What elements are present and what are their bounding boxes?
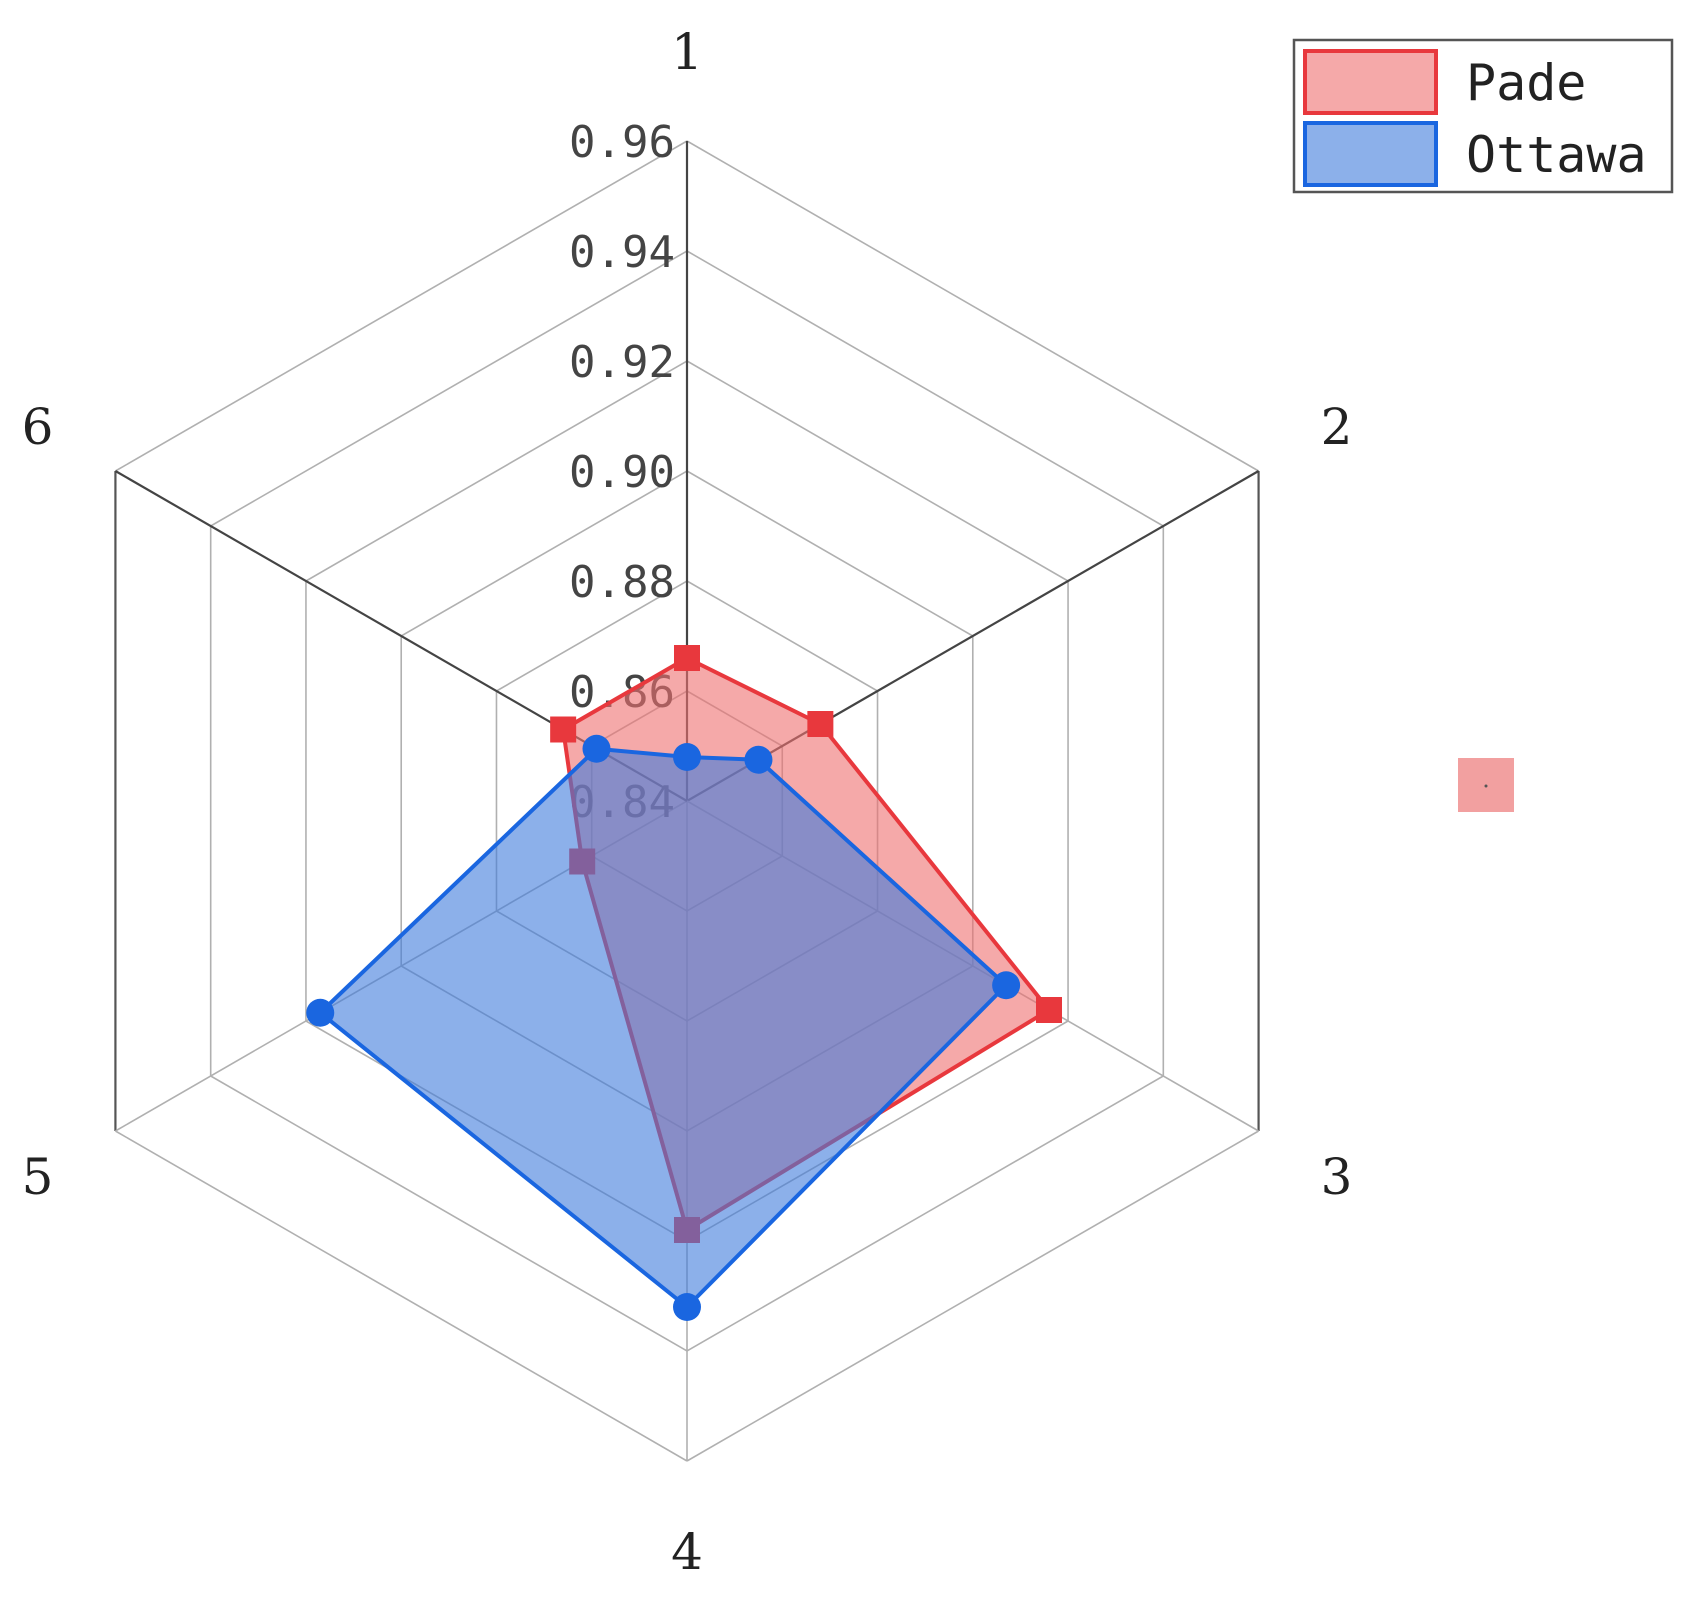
axis-labels: 1 2 3 4 5 6 [22,23,1353,1581]
axis-label: 1 [671,23,703,81]
legend-label-ottawa: Ottawa [1466,126,1647,184]
data-point-pade [674,645,700,671]
tick-label: 0.88 [569,557,675,608]
data-point-pade [1035,997,1062,1023]
data-point-ottawa [992,971,1021,1000]
data-point-ottawa [306,998,335,1027]
data-point-ottawa [673,743,701,771]
tick-label: 0.94 [569,227,675,278]
grid-outer-edge [115,1130,688,1462]
legend-label-pade: Pade [1466,54,1586,112]
legend-swatch-pade [1303,49,1438,115]
grid-outer-edge [686,1130,1259,1462]
grid-outer-edge [686,140,1259,472]
tick-label: 0.90 [569,447,675,498]
data-point-pade [550,716,577,743]
axis-label: 4 [671,1523,703,1581]
axis-label: 3 [1321,1148,1353,1206]
tick-label: 0.92 [569,337,675,388]
axis-label: 6 [22,398,54,456]
legend: Pade Ottawa [1292,38,1674,194]
data-point-ottawa [582,734,611,763]
data-point-pade [807,711,834,737]
data-point-ottawa [673,1293,701,1321]
axis-label: 2 [1321,398,1353,456]
stray-legend-marker-dot [1484,784,1488,788]
data-point-ottawa [744,745,773,774]
grid-outer-edge [115,140,688,472]
tick-label: 0.96 [569,117,675,168]
series-layer [306,645,1062,1321]
axis-label: 5 [22,1148,54,1206]
legend-swatch-ottawa [1303,121,1438,187]
